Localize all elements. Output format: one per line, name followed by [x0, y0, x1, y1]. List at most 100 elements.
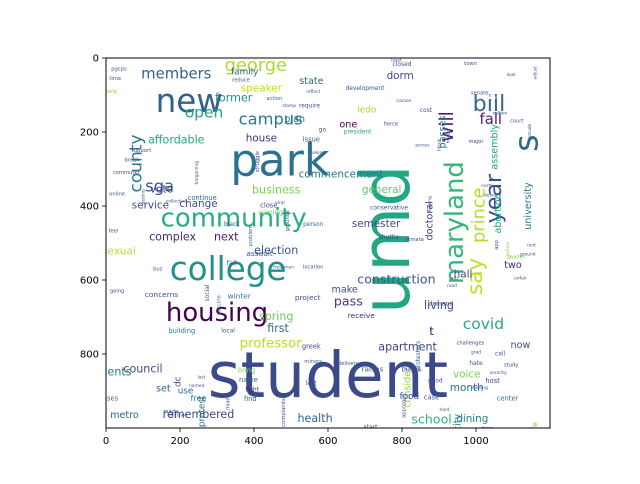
word-problem: problem [248, 225, 254, 246]
word-change: change [179, 198, 217, 210]
word-unfair: unfair [514, 276, 527, 282]
word-covid: covid [463, 315, 504, 333]
word-case: case [424, 394, 439, 402]
word-rent: rent [527, 242, 536, 248]
word-life: life [530, 422, 540, 434]
word-decision: decision [169, 413, 187, 419]
word-town: town [464, 61, 477, 67]
word-action: action [266, 96, 282, 102]
word-pass: pass [334, 294, 363, 309]
word-wmata: wmata [406, 237, 424, 243]
word-hard: hard [440, 407, 450, 413]
word-delivery: delivery [338, 361, 359, 367]
word-hall: hall [454, 268, 473, 280]
word-first: first [267, 322, 289, 335]
word-community: community [161, 203, 307, 233]
x-tick-label: 600 [318, 436, 337, 447]
word-speaker: speaker [241, 82, 283, 94]
word-council: council [123, 363, 162, 376]
word-least: least [391, 57, 402, 63]
word-call: call [495, 352, 505, 358]
word-plan: plan [284, 114, 305, 125]
word-family: family [231, 68, 258, 78]
x-tick-label: 400 [244, 436, 263, 447]
word-health: health [297, 412, 332, 425]
word-affordable: affordable [148, 134, 205, 147]
x-tick-label: 1000 [463, 436, 488, 447]
word-making: making [309, 150, 326, 156]
word-semester: semester [352, 218, 401, 230]
x-tick-label: 0 [103, 436, 109, 447]
word-sga: sga [145, 176, 174, 195]
word-app: app [494, 239, 500, 249]
word-apartment: apartment [378, 340, 437, 353]
word-approach: approach [401, 394, 407, 418]
word-metro: metro [110, 410, 139, 421]
word-campus: campus [239, 110, 303, 129]
word-housing: housing [166, 298, 268, 328]
word-leader: leader [508, 255, 525, 261]
word-dc: dc [174, 376, 184, 387]
word-person: person [303, 222, 323, 228]
word-new: new [156, 82, 223, 120]
word-construction: construction [357, 272, 435, 287]
word-university: university [523, 182, 534, 230]
word-bring: bring [238, 367, 255, 375]
word-president: president [344, 130, 372, 136]
word-leaving: leaving [427, 196, 433, 212]
word-time: time [109, 76, 121, 82]
word-closed: closed [393, 62, 412, 68]
word-set: set [156, 383, 171, 394]
word-collective: collective [166, 199, 187, 205]
word-free: free [191, 393, 207, 403]
word-commencement: commencement [299, 169, 384, 181]
word-fight: fight [245, 387, 259, 393]
y-tick-label: 400 [80, 202, 99, 213]
word-grounds: grounds [285, 210, 291, 231]
word-history: history [446, 128, 452, 144]
word-project: project [295, 293, 321, 302]
word-consider: consider [403, 367, 414, 408]
word-location: location [303, 265, 324, 271]
word-cost: cost [420, 108, 433, 114]
y-axis: 0 200 400 600 800 [80, 54, 106, 361]
word-say: say [463, 257, 488, 294]
word-prince: prince [469, 187, 490, 243]
word-bus: bus [153, 266, 163, 272]
word-across: across [415, 142, 430, 148]
word-use: use [178, 387, 194, 397]
word-continue: continue [188, 194, 217, 202]
y-tick-label: 800 [80, 350, 99, 361]
word-state: state [299, 76, 323, 87]
word-black: black [224, 222, 240, 228]
word-freshmen: freshmen [273, 265, 294, 271]
word-ground: ground [520, 252, 536, 258]
word-road: road [447, 283, 457, 289]
word-sorority: sorority [490, 370, 507, 376]
word-made: made [163, 409, 178, 415]
word-two: two [504, 260, 522, 271]
word-court: court [510, 118, 523, 124]
word-will: will [437, 111, 458, 142]
word-city: city [453, 413, 464, 431]
word-shuttle: shuttle [379, 235, 400, 241]
word-vaccine: vaccine [216, 295, 222, 315]
word-reflect: reflect [306, 89, 320, 95]
word-go: go [319, 128, 327, 134]
word-close: close [260, 201, 277, 209]
word-moving: moving [472, 385, 489, 391]
word-fail: fail [489, 92, 500, 101]
word-professor: professor [240, 337, 303, 352]
word-spring: spring [259, 310, 294, 323]
word-bargaining: bargaining [194, 161, 200, 185]
word-good: good [428, 379, 443, 385]
word-classes: classes [94, 394, 119, 402]
word-month: month [450, 382, 484, 394]
word-raises: raises [361, 365, 383, 374]
word-million: million [493, 110, 508, 116]
word-business: business [252, 183, 301, 196]
word-complaints: complaints [281, 398, 287, 427]
word-break: break [125, 157, 140, 163]
